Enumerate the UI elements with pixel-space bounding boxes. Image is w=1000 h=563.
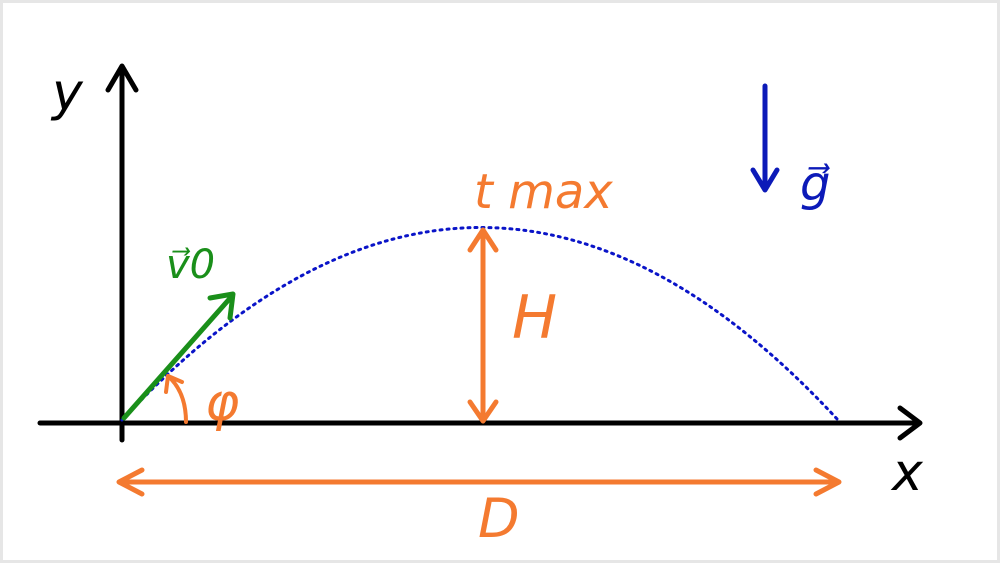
- height-arrowhead-top: [467, 227, 499, 253]
- x-axis-arrowhead: [897, 405, 923, 441]
- gravity-label: g⃗: [800, 156, 830, 212]
- gravity-arrowhead: [750, 167, 780, 193]
- distance-label: D: [478, 487, 520, 550]
- height-label: H: [512, 283, 557, 353]
- tmax-label: t max: [474, 164, 613, 220]
- trajectory-curve: [120, 226, 840, 422]
- angle-label: φ: [205, 373, 239, 433]
- velocity-label: v⃗0: [166, 242, 215, 288]
- angle-arrowhead: [164, 374, 184, 394]
- height-arrowhead-bottom: [467, 399, 499, 424]
- x-axis-label: x: [890, 443, 924, 503]
- distance-arrowhead-left: [116, 467, 145, 497]
- y-axis-label: y: [50, 63, 84, 123]
- velocity-vector: [121, 293, 235, 421]
- y-axis-arrowhead: [105, 63, 139, 93]
- distance-arrowhead-right: [813, 467, 842, 497]
- velocity-arrowhead: [207, 291, 236, 321]
